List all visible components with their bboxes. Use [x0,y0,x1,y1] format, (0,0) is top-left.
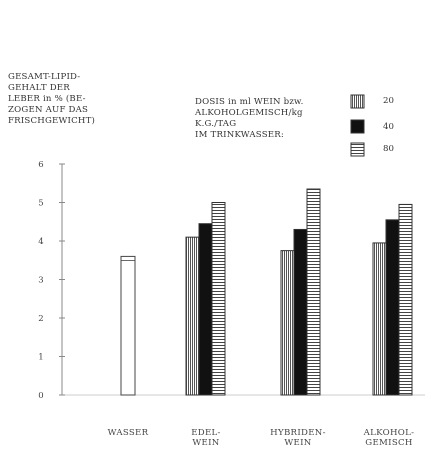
bar-80-cat-3 [398,203,413,396]
legend-swatch-80 [350,142,365,157]
legend-swatch-40 [350,119,365,134]
legend-title-line-2: ALKOHOLGEMISCH/kg [195,108,303,118]
y-axis-title-line-3: LEBER in % (BE- [8,94,86,104]
y-axis-title-line-5: FRISCHGEWICHT) [8,116,96,126]
legend-label-80: 80 [383,144,394,154]
x-tick-label: EDEL- [191,428,221,438]
bar-control [120,255,136,396]
y-tick-label: 4 [38,237,43,247]
x-tick-label: HYBRIDEN- [270,428,326,438]
legend-title-line-1: DOSIS in ml WEIN bzw. [195,97,304,107]
y-tick-label: 1 [38,353,43,363]
legend-swatch-20 [350,94,365,109]
x-tick-label: WEIN [284,438,311,448]
bar-20-cat-2 [280,250,295,396]
bar-80-cat-1 [211,202,226,396]
legend-title-line-4: IM TRINKWASSER: [195,130,285,140]
bar-40-cat-2 [293,228,308,396]
legend-label-40: 40 [383,122,394,132]
x-tick-label: GEMISCH [365,438,413,448]
legend-title-line-3: K.G./TAG [195,119,237,129]
y-tick-label: 6 [38,160,43,170]
bar-80-cat-2 [306,188,321,396]
bar-40-cat-1 [198,223,213,396]
y-tick-label: 5 [38,199,43,209]
bar-20-cat-3 [372,242,387,396]
x-tick-label: ALKOHOL- [363,428,415,438]
bar-40-cat-3 [385,219,400,396]
x-tick-label: WEIN [192,438,219,448]
y-tick-label: 2 [38,314,43,324]
x-tick-label: WASSER [108,428,149,438]
y-tick-label: 3 [38,276,43,286]
bar-20-cat-1 [185,236,200,396]
y-axis-title-line-2: GEHALT DER [8,83,70,93]
y-axis-title-line-4: ZOGEN AUF DAS [8,105,89,115]
legend-label-20: 20 [383,96,394,106]
y-tick-label: 0 [38,391,43,401]
y-axis-title-line-1: GESAMT-LIPID- [8,72,81,82]
